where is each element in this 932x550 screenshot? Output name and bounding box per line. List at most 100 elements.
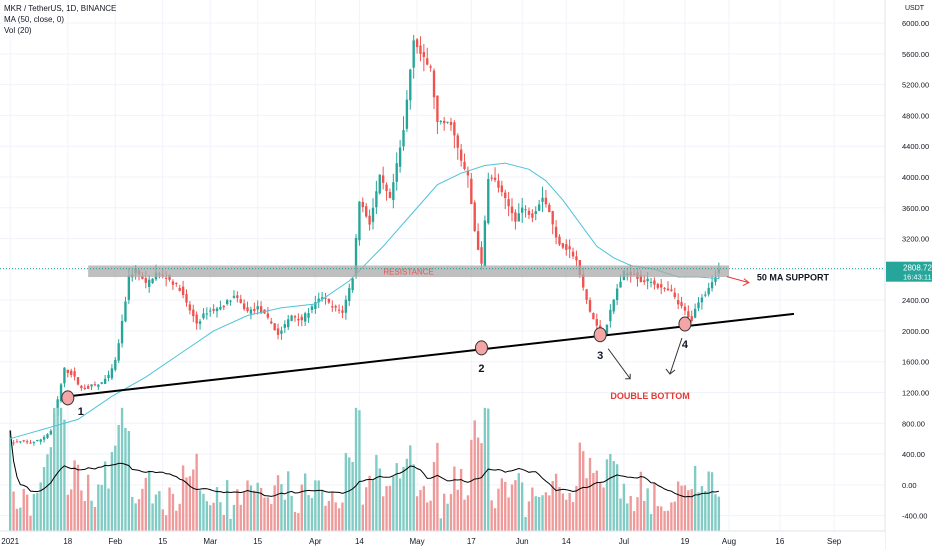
candle-body [371, 207, 375, 222]
volume-bar [476, 437, 480, 531]
volume-bar [473, 420, 476, 531]
candle-body [670, 289, 673, 291]
double-bottom-arrowhead-left [625, 373, 631, 380]
candle-body [76, 377, 80, 385]
volume-bar [504, 481, 507, 531]
candle-body [246, 307, 249, 312]
candle-body [409, 69, 412, 101]
candle-body [117, 343, 120, 361]
candle-body [317, 298, 320, 303]
time-tick-label: May [410, 537, 425, 546]
volume-bar [392, 476, 395, 531]
volume-bar [341, 502, 344, 531]
volume-bar [575, 486, 578, 531]
volume-bar [12, 491, 15, 531]
candle-body [592, 313, 595, 320]
volume-bar [110, 451, 114, 531]
volume-bar [656, 506, 660, 531]
volume-bar [19, 507, 22, 531]
candle-body [378, 174, 381, 194]
candle-body [100, 382, 103, 384]
candle-body [310, 306, 314, 311]
candle-body [151, 278, 154, 284]
volume-bar [378, 468, 381, 531]
candle-body [80, 385, 83, 389]
volume-bar [144, 477, 147, 531]
volume-bar [303, 473, 307, 531]
candle-body [320, 297, 324, 300]
volume-bar [602, 487, 605, 531]
volume-bar [565, 499, 568, 531]
volume-bar [205, 501, 209, 531]
candle-body [412, 40, 415, 68]
candle-body [283, 324, 287, 328]
candle-body [178, 287, 181, 291]
time-tick-label: Apr [309, 537, 322, 546]
volume-bar [704, 490, 707, 531]
candle-body [429, 66, 432, 68]
candle-body [280, 330, 283, 334]
resistance-zone [88, 265, 730, 278]
candle-body [612, 299, 615, 312]
last-price-badge [886, 261, 932, 282]
candle-body [25, 441, 29, 443]
ma-indicator-label[interactable]: MA (50, close, 0) [4, 15, 65, 24]
volume-bar [46, 454, 49, 531]
volume-bar [114, 445, 117, 531]
candle-body [443, 120, 446, 124]
candle-body [693, 308, 697, 318]
volume-bar [426, 502, 429, 531]
volume-bar [276, 475, 280, 531]
candle-body [419, 45, 422, 54]
volume-bar [283, 499, 287, 531]
price-tick-label: 400.00 [902, 450, 925, 459]
swing-low-label: 3 [597, 350, 603, 362]
volume-bar [171, 493, 175, 531]
volume-bar [385, 486, 388, 531]
volume-bar [70, 489, 73, 531]
candle-body [168, 275, 171, 280]
volume-bar [53, 407, 56, 531]
volume-bar [293, 511, 297, 531]
volume-bar [249, 485, 253, 531]
candle-body [212, 308, 215, 311]
candle-body [714, 277, 717, 282]
candle-body [439, 121, 442, 123]
volume-bar [310, 497, 314, 531]
volume-indicator-label[interactable]: Vol (20) [4, 26, 32, 35]
double-bottom-arrow-left [607, 348, 631, 380]
volume-bar [697, 492, 700, 531]
volume-bar [500, 478, 504, 531]
volume-bar [192, 469, 195, 531]
candle-body [398, 147, 402, 167]
bar-countdown: 16:43:11 [903, 273, 932, 282]
volume-bar [687, 490, 690, 531]
volume-bar [239, 504, 242, 531]
volume-bar [582, 451, 585, 531]
candle-body [110, 368, 114, 379]
volume-bar [466, 495, 470, 531]
candle-body [273, 323, 276, 331]
volume-bar [22, 488, 25, 531]
candle-body [83, 387, 86, 390]
candle-body [514, 212, 517, 222]
candle-body [22, 440, 25, 442]
ma-support-label: 50 MA SUPPORT [757, 273, 830, 283]
candle-body [107, 374, 110, 378]
candle-body [141, 275, 144, 279]
volume-bar [578, 442, 582, 531]
volume-bar [168, 487, 171, 531]
volume-bar [25, 494, 29, 531]
candle-body [297, 318, 300, 321]
volume-bar [195, 453, 198, 531]
volume-bar [185, 477, 188, 531]
candle-body [388, 192, 392, 199]
time-tick-label: Feb [108, 537, 122, 546]
candle-body [12, 442, 15, 444]
volume-bar [198, 490, 202, 531]
volume-bar [561, 493, 565, 531]
volume-bar [63, 419, 66, 531]
time-tick-label: 15 [158, 537, 167, 546]
